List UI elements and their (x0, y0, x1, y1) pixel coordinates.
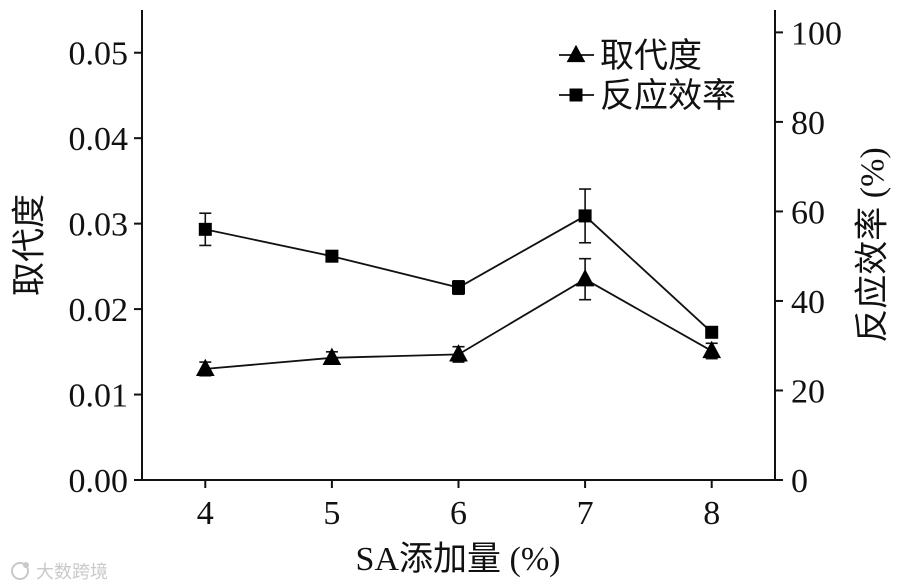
right-y-tick-label: 40 (791, 284, 825, 321)
x-axis-ticks: 4 5 6 7 8 (197, 480, 720, 532)
series-0-point (449, 344, 468, 362)
left-y-tick-label: 0.03 (69, 207, 129, 244)
series-1-point (325, 249, 339, 263)
x-tick-label: 6 (450, 495, 467, 532)
right-y-tick-label: 60 (791, 194, 825, 231)
x-tick-label: 8 (703, 495, 720, 532)
watermark: 大数跨境 (11, 562, 108, 583)
left-y-tick-label: 0.05 (69, 36, 129, 73)
series-0-point (195, 358, 215, 377)
right-y-tick-label: 80 (791, 105, 825, 142)
right-y-tick-label: 0 (791, 463, 808, 500)
right-y-axis-title: 反应效率 (%) (854, 147, 892, 342)
left-y-tick-label: 0.01 (69, 378, 129, 415)
legend-entry-0: 取代度 (559, 37, 702, 75)
left-y-axis-title: 取代度 (11, 194, 49, 296)
legend-1-label: 反应效率 (600, 77, 736, 115)
series-layer (195, 188, 722, 377)
x-tick-label: 7 (577, 495, 594, 532)
left-y-tick-label: 0.02 (69, 292, 129, 329)
legend-entry-1: 反应效率 (559, 77, 736, 115)
series-1-group (198, 188, 719, 339)
left-y-tick-label: 0.04 (69, 121, 129, 158)
series-1-point (452, 281, 465, 295)
x-axis-title: SA添加量 (%) (356, 541, 561, 578)
right-y-tick-label: 100 (791, 15, 842, 52)
series-1-point (578, 209, 592, 223)
series-1-point (198, 222, 212, 236)
legend-1-marker (569, 88, 583, 102)
series-0-point (322, 347, 342, 365)
series-1-point (705, 325, 719, 339)
brand-logo-icon (11, 562, 29, 580)
left-y-tick-label: 0.00 (69, 463, 129, 500)
series-0-point (702, 340, 722, 359)
legend-0-marker (566, 44, 586, 63)
right-y-tick-label: 20 (791, 373, 825, 410)
legend-0-label: 取代度 (600, 37, 702, 75)
series-0-group (195, 257, 722, 377)
right-y-axis-ticks: 0 20 40 60 80 100 (775, 15, 842, 500)
x-tick-label: 5 (323, 495, 340, 532)
x-tick-label: 4 (197, 495, 214, 532)
watermark-text: 大数跨境 (36, 562, 108, 583)
left-y-axis-ticks: 0.00 0.01 0.02 0.03 0.04 0.05 (69, 36, 142, 500)
series-0-point (575, 268, 595, 287)
series-1-line (205, 214, 713, 333)
